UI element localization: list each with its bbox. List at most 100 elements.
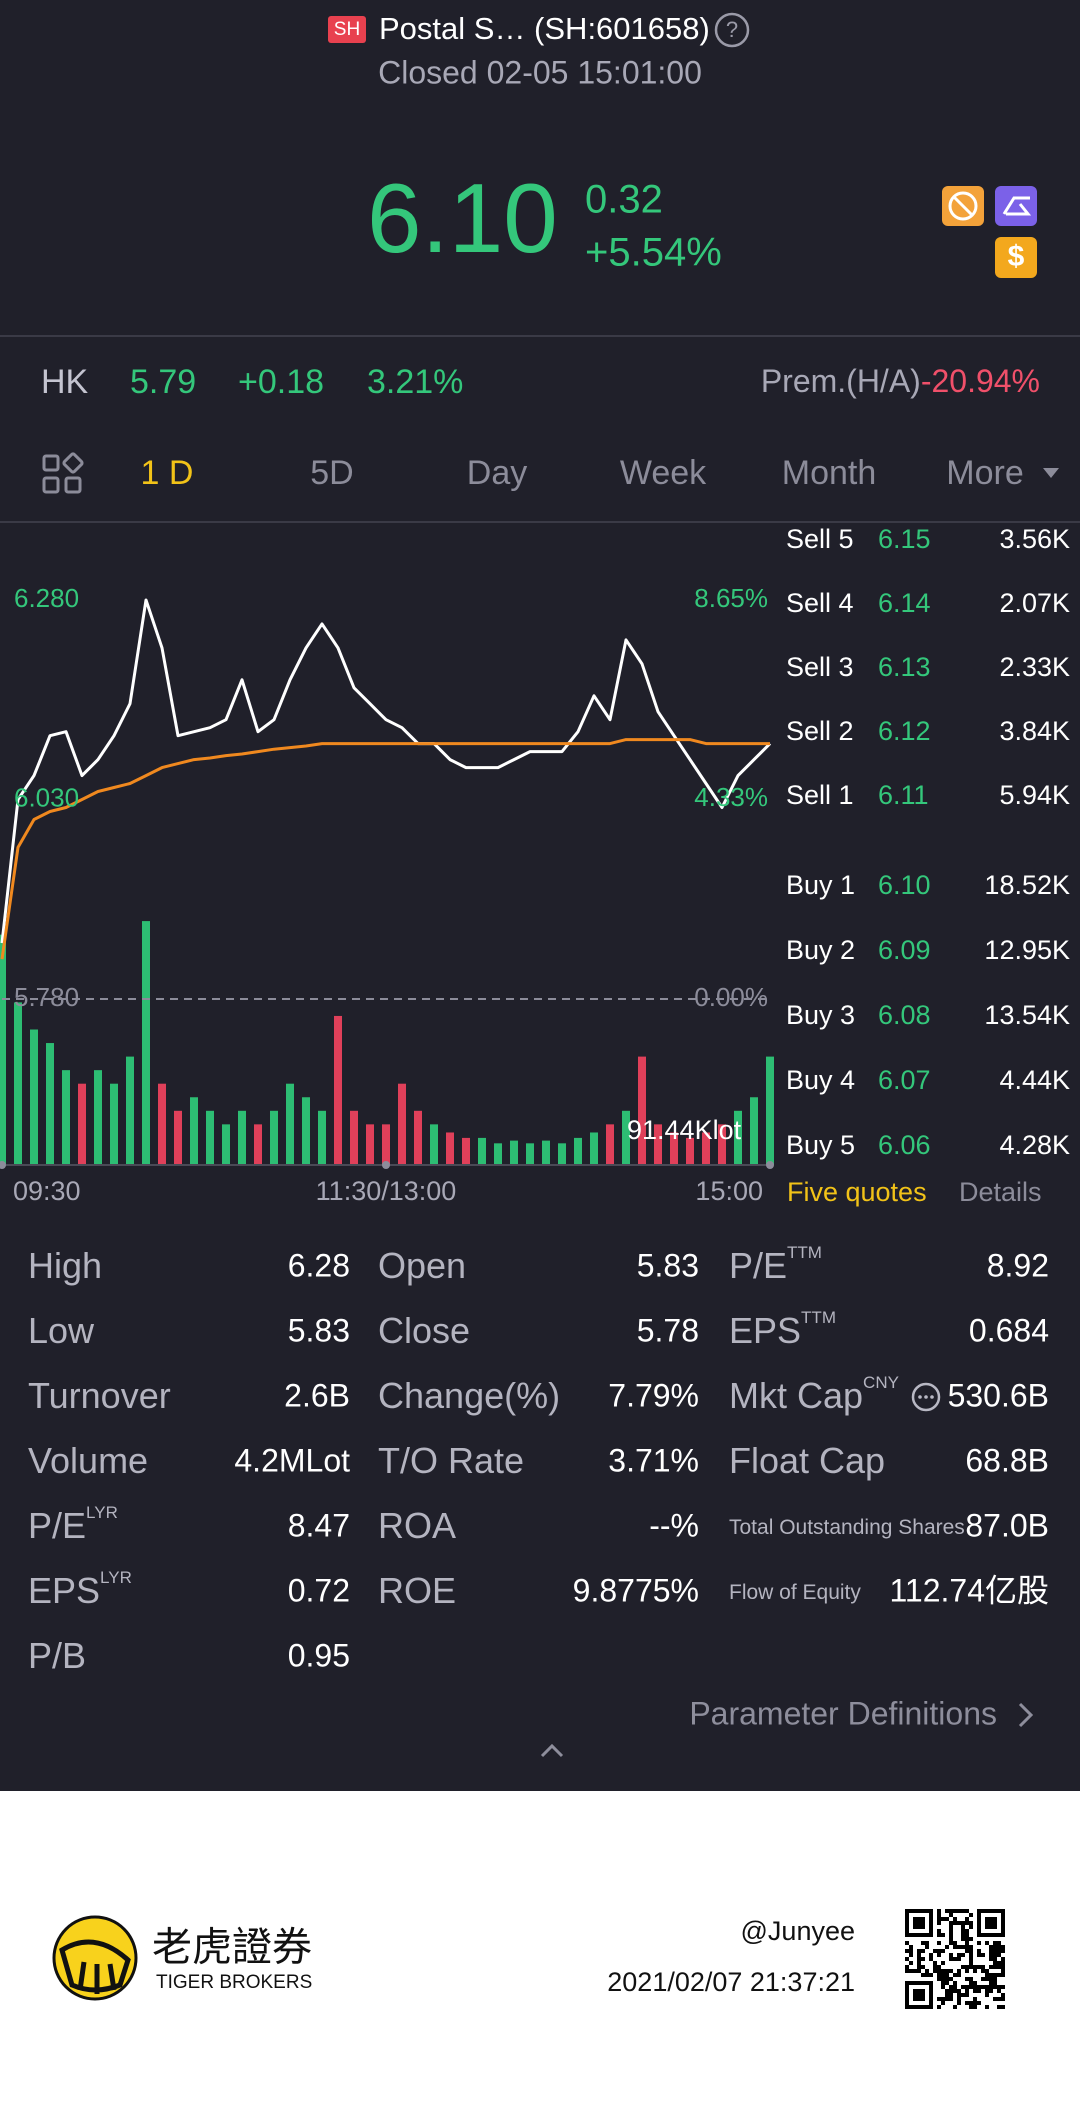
volume-bar	[590, 1132, 598, 1165]
qr-module	[941, 2001, 945, 2005]
volume-bar	[318, 1110, 326, 1165]
chevron-right[interactable]	[1018, 1702, 1034, 1728]
more-dropdown-arrow[interactable]	[1043, 468, 1059, 478]
volume-bar	[30, 1029, 38, 1165]
qr-module	[961, 1953, 965, 1957]
stat-label: Turnover	[28, 1375, 171, 1416]
volume-bar	[14, 1002, 22, 1165]
qr-module	[957, 1921, 961, 1925]
qr-module	[961, 1909, 965, 1913]
volume-bar	[750, 1097, 758, 1165]
sell-label: Sell 2	[786, 716, 854, 746]
qr-module	[981, 1977, 985, 1981]
qr-module	[965, 1933, 969, 1937]
sell-size: 3.84K	[999, 716, 1070, 746]
qr-module	[945, 1997, 949, 2001]
qr-module	[965, 1929, 969, 1933]
qr-module	[997, 1997, 1001, 2001]
qr-module	[949, 1933, 953, 1937]
qr-module	[925, 1941, 929, 1945]
qr-module	[905, 1949, 909, 1953]
stat-value: 3.71%	[608, 1442, 699, 1478]
volume-bar	[302, 1097, 310, 1165]
tiger-logo-stripe	[77, 1961, 117, 1994]
qr-module	[917, 1953, 921, 1957]
details-tab[interactable]: Details	[959, 1177, 1042, 1207]
qr-module	[993, 1949, 997, 1953]
sell-price: 6.14	[878, 588, 931, 618]
qr-module	[957, 1993, 961, 1997]
volume-bar	[206, 1110, 214, 1165]
qr-module	[917, 1949, 921, 1953]
stat-label: Mkt CapCNY	[729, 1373, 899, 1415]
qr-module	[997, 1961, 1001, 1965]
qr-module	[949, 1997, 953, 2001]
qr-module	[953, 1941, 957, 1945]
x-tick-label: 11:30/13:00	[316, 1176, 457, 1206]
period-tab[interactable]: Month	[782, 454, 877, 492]
volume-bar	[270, 1110, 278, 1165]
period-tab[interactable]: 5D	[310, 454, 353, 492]
qr-module	[993, 1965, 997, 1969]
qr-module	[949, 1913, 953, 1917]
qr-module	[945, 1993, 949, 1997]
stat-label-sup: TTM	[787, 1243, 822, 1262]
buy-size: 13.54K	[984, 1000, 1070, 1030]
qr-module	[981, 1965, 985, 1969]
period-tab[interactable]: 1 D	[141, 454, 194, 492]
qr-module	[925, 1973, 929, 1977]
info-icon[interactable]	[911, 1382, 941, 1412]
buy-size: 4.44K	[999, 1065, 1070, 1095]
stat-label: Open	[378, 1245, 466, 1286]
layout-icon[interactable]	[42, 452, 84, 494]
sell-label: Sell 3	[786, 652, 854, 682]
volume-bar	[94, 1070, 102, 1165]
qr-module	[937, 1953, 941, 1957]
qr-module	[945, 1977, 949, 1981]
qr-module	[921, 1957, 925, 1961]
qr-module	[937, 1933, 941, 1937]
stat-label-sup: LYR	[100, 1568, 132, 1587]
stat-label: T/O Rate	[378, 1440, 524, 1481]
volume-bar	[398, 1083, 406, 1165]
qr-module	[905, 1957, 909, 1961]
qr-module	[993, 1961, 997, 1965]
qr-module	[953, 1945, 957, 1949]
qr-module	[965, 1941, 969, 1945]
volume-bar	[350, 1110, 358, 1165]
quotes-tab[interactable]: Five quotes	[787, 1177, 927, 1207]
qr-module	[969, 1937, 973, 1941]
y2-tick-label: 4.33%	[694, 782, 768, 812]
stat-label-text: Volume	[28, 1440, 148, 1481]
y2-tick-label: 0.00%	[694, 982, 768, 1012]
qr-module	[945, 1909, 949, 1913]
qr-module	[905, 1965, 909, 1969]
qr-module	[937, 1917, 941, 1921]
price-line	[0, 598, 772, 944]
help-icon[interactable]	[714, 12, 750, 48]
stock-title[interactable]: Postal S… (SH:601658)	[379, 11, 710, 46]
qr-module	[981, 1969, 985, 1973]
stat-label: Volume	[28, 1440, 148, 1481]
qr-module	[965, 1945, 969, 1949]
qr-module	[993, 1985, 997, 1989]
trade-icon[interactable]	[995, 186, 1037, 226]
volume-bar	[430, 1124, 438, 1165]
stat-label-text: Float Cap	[729, 1440, 885, 1481]
volume-bar	[414, 1110, 422, 1165]
parameter-definitions-link[interactable]: Parameter Definitions	[689, 1695, 997, 1731]
help-icon-text[interactable]: ?	[726, 17, 738, 42]
qr-module	[953, 1981, 957, 1985]
qr-module	[937, 1913, 941, 1917]
stat-label: Total Outstanding Shares	[729, 1516, 965, 1539]
qr-module	[965, 1949, 969, 1953]
collapse-caret[interactable]	[540, 1743, 564, 1758]
dividend-icon[interactable]	[995, 237, 1037, 278]
period-tab[interactable]: More	[946, 454, 1023, 492]
qr-module	[961, 1945, 965, 1949]
period-tab[interactable]: Day	[467, 454, 527, 492]
volume-bar	[478, 1137, 486, 1165]
qr-module	[953, 1921, 957, 1925]
period-tab[interactable]: Week	[620, 454, 707, 492]
hk-change: +0.18	[238, 363, 324, 401]
